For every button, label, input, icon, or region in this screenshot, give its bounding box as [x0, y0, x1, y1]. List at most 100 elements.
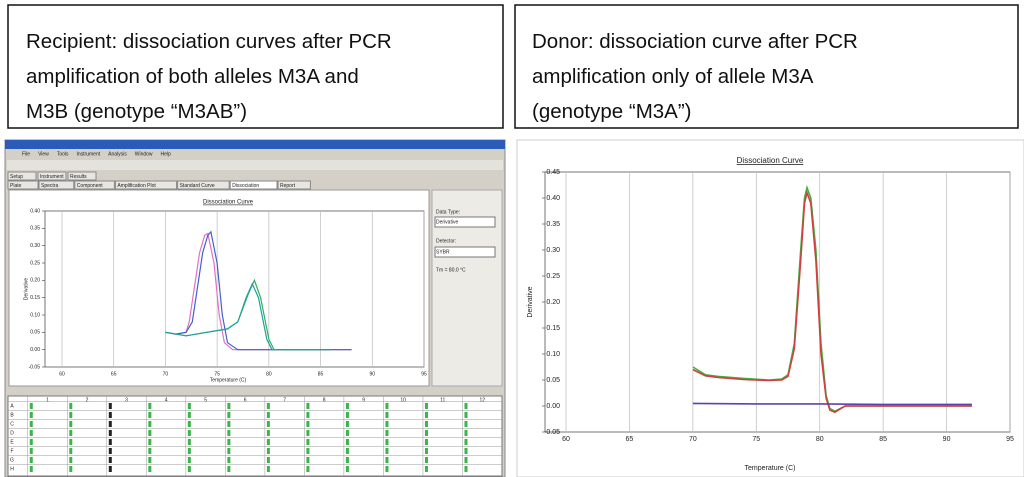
tab — [37, 171, 67, 181]
plate-well — [227, 466, 231, 472]
plate-well — [385, 457, 389, 463]
plate-well — [266, 421, 270, 427]
side-text: Derivative — [436, 219, 458, 225]
plate-well — [108, 457, 112, 463]
plate-well — [187, 421, 191, 427]
x-tick-label: 90 — [370, 371, 376, 377]
plate-well — [69, 466, 73, 472]
plate-well — [187, 439, 191, 445]
tab-label: Spectra — [41, 183, 58, 189]
tab — [38, 180, 75, 190]
plate-well — [29, 403, 33, 409]
y-tick-label: -0.05 — [29, 364, 41, 370]
plate-well — [306, 457, 310, 463]
plate-well — [464, 412, 468, 418]
tab-label: Component — [77, 183, 103, 189]
plate-well — [148, 448, 152, 454]
plate-well — [187, 430, 191, 436]
dropdown — [434, 216, 496, 228]
plate-well — [424, 439, 428, 445]
plate-column: 5 — [204, 397, 207, 403]
plate-well — [306, 439, 310, 445]
tab — [177, 180, 230, 190]
x-tick-label: 60 — [562, 436, 570, 443]
plate-well — [227, 421, 231, 427]
plate-well — [345, 403, 349, 409]
y-tick-label: 0.35 — [30, 226, 40, 232]
plate-well — [108, 412, 112, 418]
x-tick-label: 70 — [163, 371, 169, 377]
x-tick-label: 65 — [626, 436, 634, 443]
plate-well — [306, 466, 310, 472]
plate-well — [266, 466, 270, 472]
plate-well — [345, 448, 349, 454]
plate-well — [108, 448, 112, 454]
plate-column: 10 — [400, 397, 406, 403]
plate-column: 12 — [479, 397, 485, 403]
plate-well — [424, 466, 428, 472]
y-tick-label: 0.30 — [30, 243, 40, 249]
plate-column: 2 — [86, 397, 89, 403]
plate-well — [266, 457, 270, 463]
y-tick-label: 0.15 — [30, 295, 40, 301]
x-axis-label: Temperature (C) — [745, 465, 796, 472]
caption-line: (genotype “M3A”) — [532, 100, 692, 123]
plate-well — [148, 403, 152, 409]
plate-row: C — [10, 421, 14, 427]
plate-well — [29, 448, 33, 454]
side-text: Tm = 80.0 °C — [436, 267, 466, 273]
caption-box — [514, 4, 1019, 129]
plate-well — [69, 412, 73, 418]
plate-well — [464, 439, 468, 445]
plate-well — [187, 457, 191, 463]
plate-well — [108, 430, 112, 436]
plate-well — [385, 430, 389, 436]
plate-well — [69, 403, 73, 409]
plate-well — [227, 403, 231, 409]
plate-well — [187, 466, 191, 472]
tab-label: Report — [280, 183, 296, 189]
plate-row: D — [10, 430, 14, 436]
tab-label: Instrument — [40, 174, 64, 180]
tab — [7, 180, 39, 190]
plate-well — [148, 466, 152, 472]
plate-column: 11 — [440, 397, 445, 403]
plate-well — [385, 403, 389, 409]
plate-well — [187, 448, 191, 454]
plate-well — [464, 403, 468, 409]
plate-well — [148, 430, 152, 436]
menu-item: Analysis — [108, 151, 127, 157]
plate-well — [345, 457, 349, 463]
x-tick-label: 65 — [111, 371, 117, 377]
tab-label: Amplification Plot — [117, 183, 156, 189]
y-tick-label: 0.25 — [546, 273, 560, 280]
chart-title: Dissociation Curve — [737, 156, 804, 165]
chart-panel — [516, 139, 1024, 477]
plate-column: 6 — [244, 397, 247, 403]
y-tick-label: 0.10 — [546, 351, 560, 358]
plate-well — [148, 412, 152, 418]
plate-well — [306, 412, 310, 418]
y-tick-label: 0.40 — [546, 195, 560, 202]
plate-well — [108, 403, 112, 409]
plate-well — [227, 439, 231, 445]
y-tick-label: 0.15 — [546, 325, 560, 332]
x-tick-label: 60 — [59, 371, 65, 377]
plate-well — [29, 457, 33, 463]
y-tick-label: 0.35 — [546, 221, 560, 228]
tab-label: Dissociation — [232, 183, 259, 189]
caption-line: Donor: dissociation curve after PCR — [532, 30, 858, 53]
y-tick-label: 0.20 — [30, 278, 40, 284]
tab — [114, 180, 178, 190]
caption-line: amplification of both alleles M3A and — [26, 65, 359, 88]
plate-well — [227, 448, 231, 454]
plate-well — [266, 403, 270, 409]
plate-well — [108, 439, 112, 445]
caption-line: M3B (genotype “M3AB”) — [26, 100, 247, 123]
tab — [67, 171, 97, 181]
caption-line: Recipient: dissociation curves after PCR — [26, 30, 392, 53]
plate-grid — [7, 395, 503, 477]
plate-column: 4 — [165, 397, 168, 403]
x-tick-label: 80 — [816, 436, 824, 443]
